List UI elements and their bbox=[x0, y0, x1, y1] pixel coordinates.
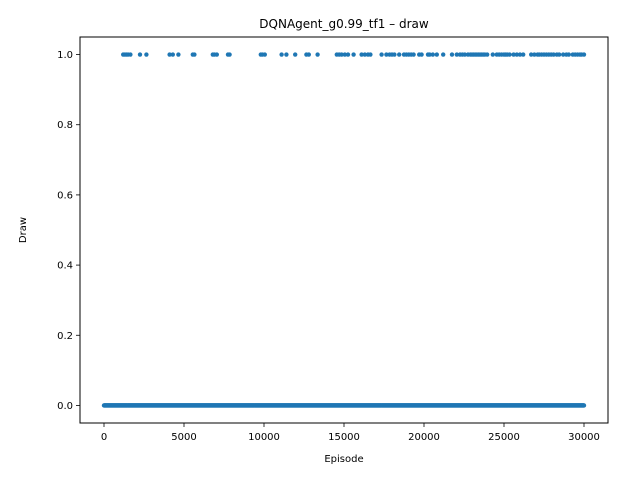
data-point-draw bbox=[368, 52, 373, 57]
data-point-draw bbox=[167, 52, 172, 57]
data-point-draw bbox=[170, 52, 175, 57]
x-tick-label: 15000 bbox=[328, 432, 360, 443]
data-point-draw bbox=[551, 52, 556, 57]
data-point-draw bbox=[430, 52, 435, 57]
data-point-draw bbox=[454, 52, 459, 57]
data-point-draw bbox=[392, 52, 397, 57]
data-point-draw bbox=[566, 52, 571, 57]
data-point-draw bbox=[362, 52, 367, 57]
data-point-draw bbox=[214, 52, 219, 57]
data-point-draw bbox=[397, 52, 402, 57]
data-point-draw bbox=[511, 52, 516, 57]
y-axis-label: Draw bbox=[18, 217, 29, 243]
data-point-draw bbox=[514, 52, 519, 57]
data-point-zero bbox=[581, 403, 587, 408]
data-point-draw bbox=[192, 52, 197, 57]
data-point-draw bbox=[227, 52, 232, 57]
data-point-draw bbox=[517, 52, 523, 57]
data-point-draw bbox=[384, 52, 389, 57]
data-point-draw bbox=[485, 52, 490, 57]
data-point-draw bbox=[262, 52, 267, 57]
data-point-draw bbox=[434, 52, 439, 57]
data-point-draw bbox=[279, 52, 284, 57]
data-point-draw bbox=[581, 52, 587, 57]
y-tick-label: 0.6 bbox=[57, 190, 73, 201]
x-tick-label: 25000 bbox=[488, 432, 520, 443]
x-axis: 0 5000 10000 15000 20000 25000 30000 bbox=[101, 423, 600, 443]
data-point-draw bbox=[441, 52, 446, 57]
data-point-draw bbox=[529, 52, 534, 57]
data-point-draw bbox=[359, 52, 364, 57]
y-tick-label: 0.0 bbox=[57, 401, 73, 412]
data-point-draw bbox=[293, 52, 298, 57]
data-point-draw bbox=[144, 52, 149, 57]
data-point-draw bbox=[306, 52, 311, 57]
data-point-draw bbox=[315, 52, 320, 57]
x-tick-label: 30000 bbox=[568, 432, 600, 443]
data-points bbox=[101, 52, 587, 408]
data-point-draw bbox=[176, 52, 181, 57]
y-tick-label: 1.0 bbox=[57, 50, 73, 61]
y-tick-label: 0.2 bbox=[57, 331, 73, 342]
data-point-draw bbox=[137, 52, 143, 57]
x-axis-label: Episode bbox=[324, 454, 363, 465]
data-point-draw bbox=[521, 52, 526, 57]
data-point-draw bbox=[557, 52, 562, 57]
data-point-draw bbox=[507, 52, 512, 57]
y-tick-label: 0.4 bbox=[57, 261, 73, 272]
data-point-draw bbox=[532, 52, 537, 57]
data-point-draw bbox=[345, 52, 351, 57]
data-point-draw bbox=[128, 52, 133, 57]
y-tick-label: 0.8 bbox=[57, 120, 73, 131]
data-point-draw bbox=[419, 52, 424, 57]
data-point-draw bbox=[411, 52, 416, 57]
data-point-draw bbox=[462, 52, 467, 57]
x-tick-label: 10000 bbox=[248, 432, 280, 443]
data-point-draw bbox=[449, 52, 455, 57]
x-tick-label: 5000 bbox=[171, 432, 196, 443]
data-point-draw bbox=[339, 52, 344, 57]
data-point-draw bbox=[284, 52, 289, 57]
x-tick-label: 0 bbox=[101, 432, 107, 443]
data-point-draw bbox=[490, 52, 495, 57]
data-point-draw bbox=[379, 52, 384, 57]
x-tick-label: 20000 bbox=[408, 432, 440, 443]
data-point-draw bbox=[427, 52, 432, 57]
y-axis: 0.0 0.2 0.4 0.6 0.8 1.0 bbox=[57, 50, 80, 412]
data-point-draw bbox=[561, 52, 566, 57]
data-point-draw bbox=[342, 52, 347, 57]
chart-title: DQNAgent_g0.99_tf1 – draw bbox=[259, 17, 429, 31]
data-point-draw bbox=[351, 52, 356, 57]
